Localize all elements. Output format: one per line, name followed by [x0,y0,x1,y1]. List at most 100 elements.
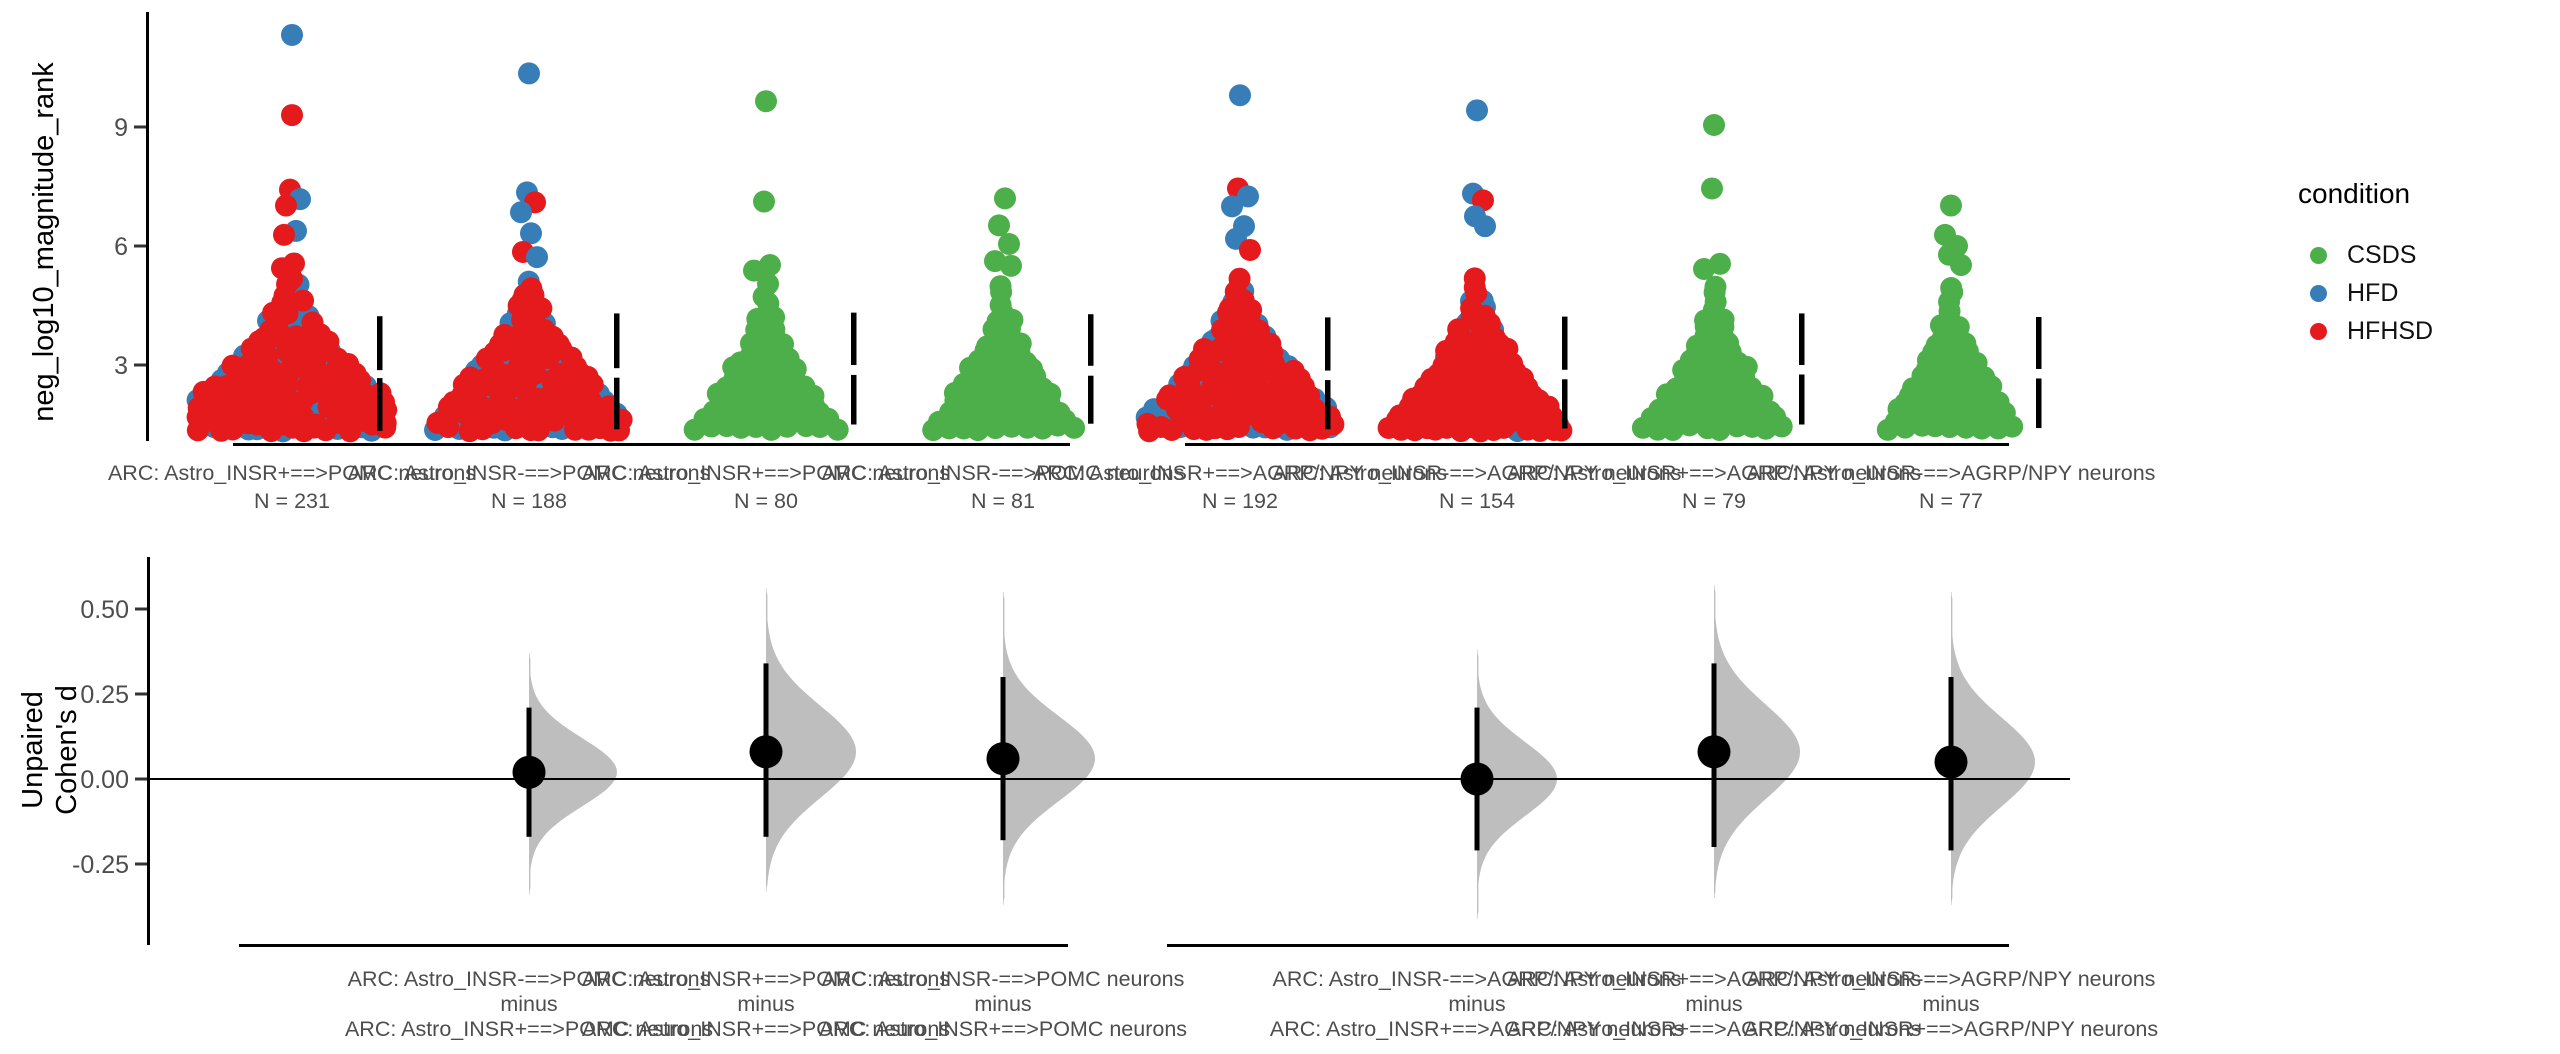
effect-size-dot [1697,735,1731,769]
data-point [520,277,543,300]
mean-sd-line-upper [1562,316,1568,370]
outlier-point [994,187,1016,210]
csds-color-dot-icon [2310,246,2327,264]
data-point [1136,412,1159,435]
outlier-point [1000,254,1022,277]
top-y-tick-label: 3 [114,352,128,380]
outlier-point [275,194,297,217]
outlier-point [1221,195,1243,218]
effect-size-dot [1934,745,1968,779]
data-point [1463,267,1486,290]
outlier-point [1703,113,1725,136]
data-point [1447,318,1470,341]
agrp-comparison-axis-line [1167,944,2009,947]
group-label: ARC: Astro_INSR-==>POMC neurons [822,461,1185,485]
mean-sd-line-lower [2036,378,2042,429]
outlier-point [1701,177,1723,200]
comparison-label-test: ARC: Astro_INSR-==>POMC neurons [822,967,1185,991]
bottom-y-axis-title: Unpaired Cohen's d [16,685,84,815]
comparison-label-control: ARC: Astro_INSR+==>POMC neurons [345,1017,713,1041]
group-label: ARC: Astro_INSR+==>POMC neurons [108,461,476,485]
bottom-y-tick-label: 0.25 [80,681,129,709]
data-point [989,275,1012,298]
bootstrap-violin [766,588,856,892]
legend-item-hfd: HFD [2296,274,2433,312]
outlier-point [510,201,532,224]
data-point [301,311,324,334]
top-y-tick [134,244,146,248]
hfhsd-color-dot-icon [2310,322,2327,340]
bootstrap-violin [1003,592,1095,905]
outlier-point [1237,185,1259,208]
group-n-label: N = 188 [491,489,567,513]
bottom-y-tick [135,692,147,696]
outlier-point [1940,194,1962,217]
top-y-tick-label: 9 [114,114,128,142]
mean-sd-line-lower [1799,374,1805,425]
data-point [1704,275,1727,298]
data-point [757,272,780,295]
group-label: ARC: Astro_INSR+==>AGRP/NPY neurons [1033,461,1447,485]
bottom-y-tick [135,607,147,611]
mean-sd-line-upper [1799,313,1805,365]
group-label: ARC: Astro_INSR-==>AGRP/NPY neurons [1747,461,2156,485]
legend-item-label: HFHSD [2347,316,2434,345]
data-point [1282,359,1305,382]
top-y-axis-spine [146,12,149,441]
outlier-point [281,104,303,127]
mean-sd-line-lower [1562,379,1568,429]
group-label: ARC: Astro_INSR+==>AGRP/NPY neurons [1507,461,1921,485]
outlier-point [753,190,775,213]
group-label: ARC: Astro_INSR-==>POMC neurons [348,461,711,485]
comparison-label-test: ARC: Astro_INSR-==>AGRP/NPY neurons [1273,967,1682,991]
outlier-point [1229,84,1251,107]
comparison-label-test: ARC: Astro_INSR+==>POMC neurons [582,967,950,991]
bottom-y-axis-title-line1: Unpaired [17,691,49,809]
comparison-label-minus: minus [1448,992,1505,1016]
comparison-label-control: ARC: Astro_INSR+==>AGRP/NPY neurons [1744,1017,2158,1041]
bottom-y-tick [135,777,147,781]
comparison-label-test: ARC: Astro_INSR+==>AGRP/NPY neurons [1507,967,1921,991]
outlier-point [518,62,540,85]
outlier-point [743,259,765,282]
comparison-label-minus: minus [1922,992,1979,1016]
legend: condition CSDS HFD HFHSD [2296,178,2433,350]
outlier-point [1466,99,1488,122]
mean-sd-line-lower [377,378,383,431]
mean-sd-line-lower [614,377,620,430]
legend-item-label: HFD [2347,278,2399,307]
data-point [1940,276,1963,299]
effect-size-dot [512,755,546,789]
bottom-y-axis-spine [147,557,150,945]
bootstrap-violin [1477,649,1557,919]
data-point [1192,338,1215,361]
top-y-axis-title: neg_log10_magnitude_rank [28,62,60,422]
outlier-point [755,90,777,113]
comparison-label-test: ARC: Astro_INSR-==>AGRP/NPY neurons [1747,967,2156,991]
effect-size-dot [1460,762,1494,796]
group-n-label: N = 77 [1919,489,1983,513]
outlier-point [526,246,548,269]
mean-sd-line-upper [851,312,857,365]
pomc-comparison-axis-line [239,944,1068,947]
bootstrap-violin [1714,585,1800,898]
outlier-point [1239,238,1261,261]
outlier-point [998,233,1020,256]
group-n-label: N = 231 [254,489,330,513]
comparison-label-minus: minus [974,992,1031,1016]
data-point [1228,267,1251,290]
mean-sd-line-lower [1088,375,1094,424]
group-label: ARC: Astro_INSR-==>AGRP/NPY neurons [1273,461,1682,485]
effect-size-dot [986,742,1020,776]
outlier-point [520,222,542,245]
outlier-point [271,257,293,280]
zero-effect-line [149,778,2070,780]
outlier-point [988,214,1010,237]
comparison-label-test: ARC: Astro_INSR-==>POMC neurons [348,967,711,991]
mean-sd-line-upper [614,313,620,369]
top-y-tick-label: 6 [114,233,128,261]
comparison-label-control: ARC: Astro_INSR+==>POMC neurons [819,1017,1187,1041]
group-label: ARC: Astro_INSR+==>POMC neurons [582,461,950,485]
